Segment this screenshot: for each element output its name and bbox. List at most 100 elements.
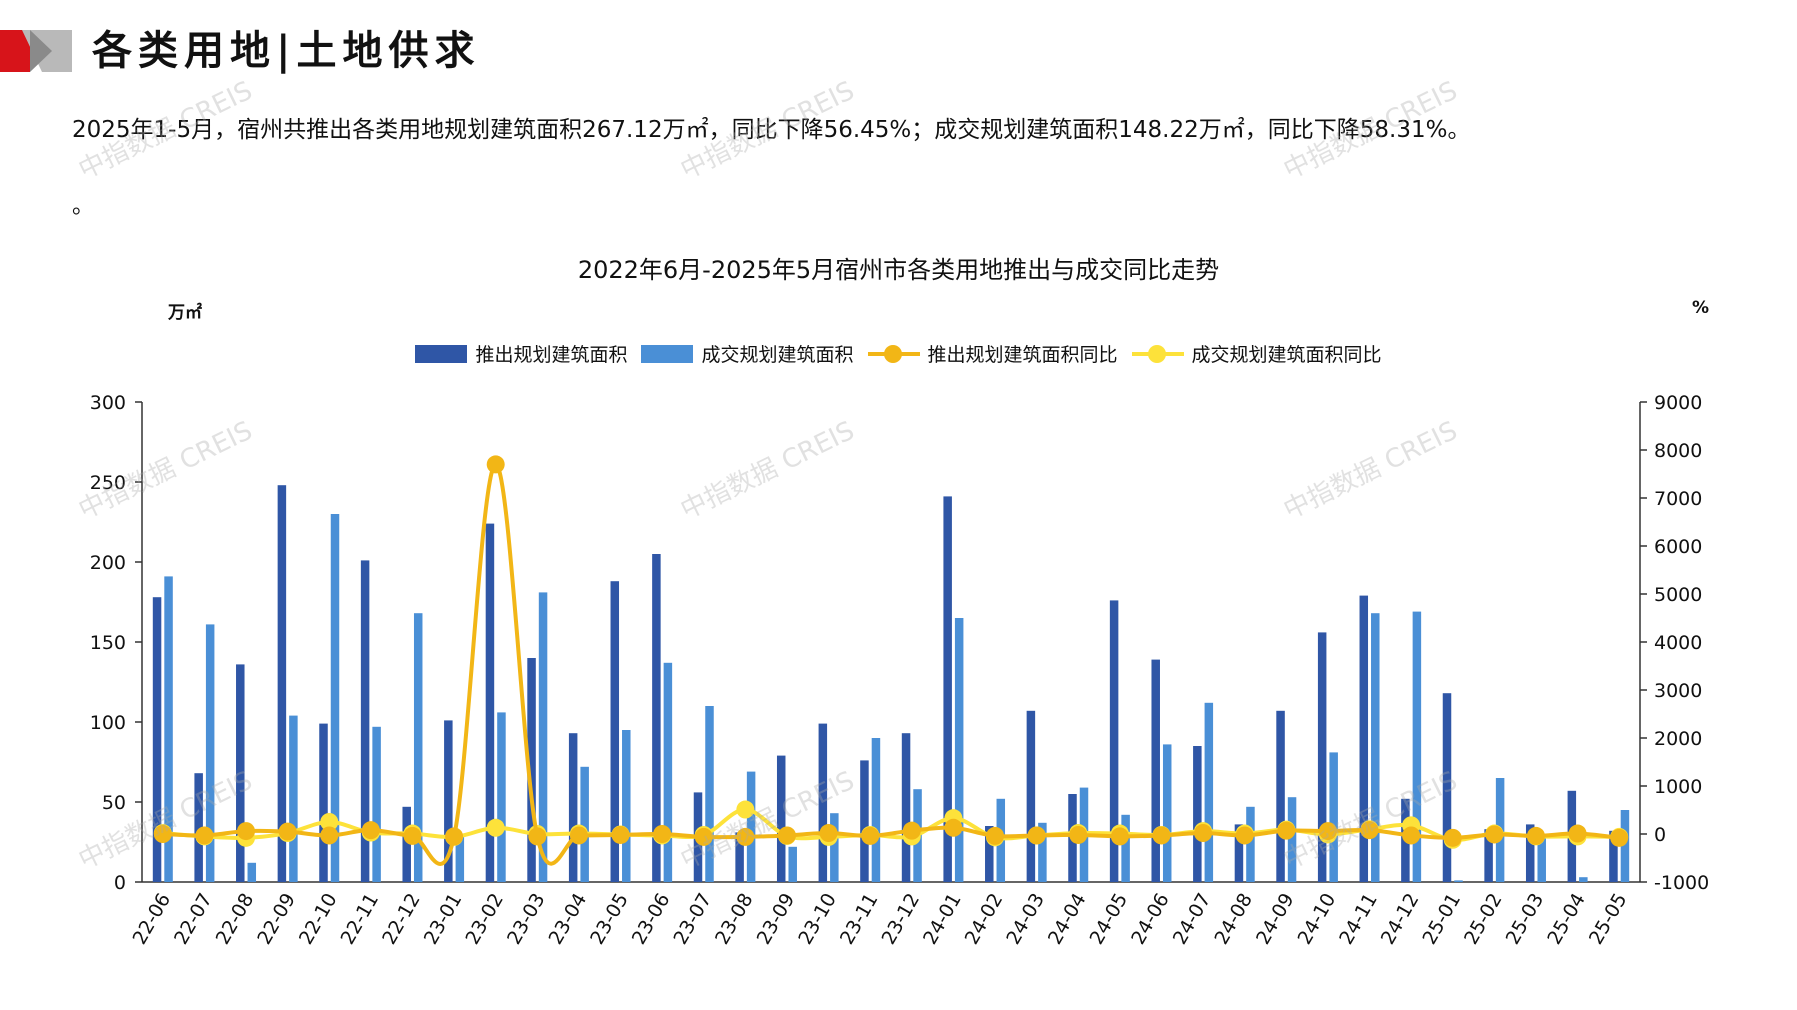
x-tick-label: 24-07: [1169, 890, 1216, 949]
bar-deal-area: [330, 514, 340, 882]
x-tick-label: 25-03: [1502, 890, 1549, 949]
point-supply-yoy: [320, 826, 339, 845]
bar-supply-area: [901, 733, 911, 882]
bar-supply-area: [568, 733, 578, 882]
right-y-tick-label: -1000: [1654, 872, 1709, 894]
bar-deal-area: [1121, 814, 1130, 882]
bar-deal-area: [705, 706, 714, 882]
right-y-tick-label: 7000: [1654, 488, 1702, 510]
bar-deal-area: [205, 624, 215, 882]
x-tick-label: 22-09: [253, 890, 300, 949]
bar-deal-area: [1329, 752, 1338, 882]
page-title: 各类用地|土地供求: [92, 27, 481, 74]
bar-supply-area: [1442, 693, 1452, 882]
chart-title: 2022年6月-2025年5月宿州市各类用地推出与成交同比走势: [577, 256, 1220, 284]
point-supply-yoy: [777, 826, 796, 845]
legend-swatch-deal-yoy: [1131, 344, 1184, 364]
point-supply-yoy: [486, 455, 505, 474]
bar-deal-area: [497, 712, 506, 882]
x-tick-label: 23-08: [711, 890, 758, 949]
bar-supply-area: [444, 720, 453, 882]
bar-deal-area: [954, 618, 964, 882]
right-axis-unit: %: [1692, 298, 1710, 318]
point-deal-yoy: [320, 813, 339, 831]
left-y-tick-label: 150: [90, 632, 126, 654]
right-y-tick-label: 2000: [1654, 728, 1702, 750]
point-supply-yoy: [1568, 824, 1587, 843]
point-supply-yoy: [611, 825, 630, 844]
point-deal-yoy: [486, 818, 505, 837]
point-supply-yoy: [237, 822, 256, 841]
bar-deal-area: [413, 613, 423, 882]
legend-swatch-supply-area: [415, 344, 468, 363]
left-axis-unit: 万㎡: [168, 303, 202, 323]
bar-deal-area: [663, 662, 673, 882]
point-supply-yoy: [361, 821, 380, 840]
x-tick-label: 22-10: [295, 890, 342, 949]
bar-supply-area: [360, 560, 370, 882]
point-supply-yoy: [1526, 826, 1545, 845]
x-tick-label: 23-07: [669, 890, 716, 949]
bar-deal-area: [1371, 613, 1380, 882]
x-tick-label: 23-02: [461, 890, 508, 949]
point-supply-yoy: [944, 818, 963, 837]
bar-deal-area: [1038, 822, 1047, 882]
bar-supply-area: [860, 760, 869, 882]
bar-deal-area: [1162, 744, 1172, 882]
point-supply-yoy: [1027, 826, 1046, 845]
point-supply-yoy: [278, 822, 297, 841]
point-supply-yoy: [569, 826, 588, 845]
bar-supply-area: [236, 664, 245, 882]
summary-text: 2025年1-5月，宿州共推出各类用地规划建筑面积267.12万㎡，同比下降56…: [72, 117, 1471, 143]
bar-supply-area: [319, 723, 328, 882]
point-deal-yoy: [736, 800, 755, 819]
x-tick-label: 24-11: [1335, 890, 1382, 949]
legend-label-supply-yoy: 推出规划建筑面积同比: [927, 344, 1118, 366]
x-tick-label: 22-07: [170, 890, 217, 949]
x-tick-label: 25-02: [1460, 890, 1507, 949]
bar-deal-area: [830, 813, 839, 882]
x-tick-label: 23-09: [753, 890, 800, 949]
bar-supply-area: [943, 496, 952, 882]
bar-supply-area: [194, 773, 203, 882]
bar-supply-area: [985, 826, 994, 882]
bar-deal-area: [1454, 880, 1463, 882]
point-supply-yoy: [1277, 821, 1296, 840]
x-tick-label: 23-01: [420, 890, 467, 949]
x-tick-label: 22-12: [378, 890, 425, 949]
x-tick-label: 23-05: [586, 890, 633, 949]
bar-supply-area: [1151, 659, 1160, 882]
x-tick-label: 24-08: [1210, 890, 1257, 949]
legend-swatch-supply-yoy: [867, 344, 920, 364]
point-supply-yoy: [861, 826, 880, 845]
x-tick-label: 24-12: [1377, 890, 1424, 949]
bar-supply-area: [1193, 746, 1202, 882]
right-y-tick-label: 3000: [1654, 680, 1702, 702]
right-y-tick-label: 9000: [1654, 392, 1702, 414]
point-supply-yoy: [1360, 821, 1379, 840]
bar-supply-area: [776, 755, 786, 882]
point-supply-yoy: [653, 825, 672, 843]
bar-supply-area: [735, 832, 744, 882]
point-supply-yoy: [986, 826, 1005, 845]
bar-supply-area: [527, 658, 536, 882]
point-supply-yoy: [1402, 826, 1421, 845]
right-y-tick-label: 8000: [1654, 440, 1702, 462]
right-y-tick-label: 4000: [1654, 632, 1702, 654]
bar-deal-area: [622, 730, 631, 882]
legend-item-deal-yoy: 成交规划建筑面积同比: [1131, 340, 1382, 367]
bar-deal-area: [1579, 877, 1588, 882]
bar-supply-area: [1317, 632, 1327, 882]
bar-supply-area: [1359, 595, 1369, 882]
x-tick-label: 23-03: [503, 890, 550, 949]
x-tick-label: 24-05: [1086, 890, 1133, 949]
left-y-tick-label: 0: [114, 872, 126, 894]
bar-deal-area: [247, 862, 257, 882]
bar-deal-area: [1246, 806, 1255, 882]
x-tick-label: 24-06: [1127, 890, 1174, 949]
bar-deal-area: [455, 834, 465, 882]
x-tick-label: 24-09: [1252, 890, 1299, 949]
bar-supply-area: [277, 485, 287, 882]
chart-legend: 推出规划建筑面积 成交规划建筑面积 推出规划建筑面积同比 成交规划建筑面积同比: [0, 340, 1797, 367]
point-supply-yoy: [736, 827, 755, 846]
